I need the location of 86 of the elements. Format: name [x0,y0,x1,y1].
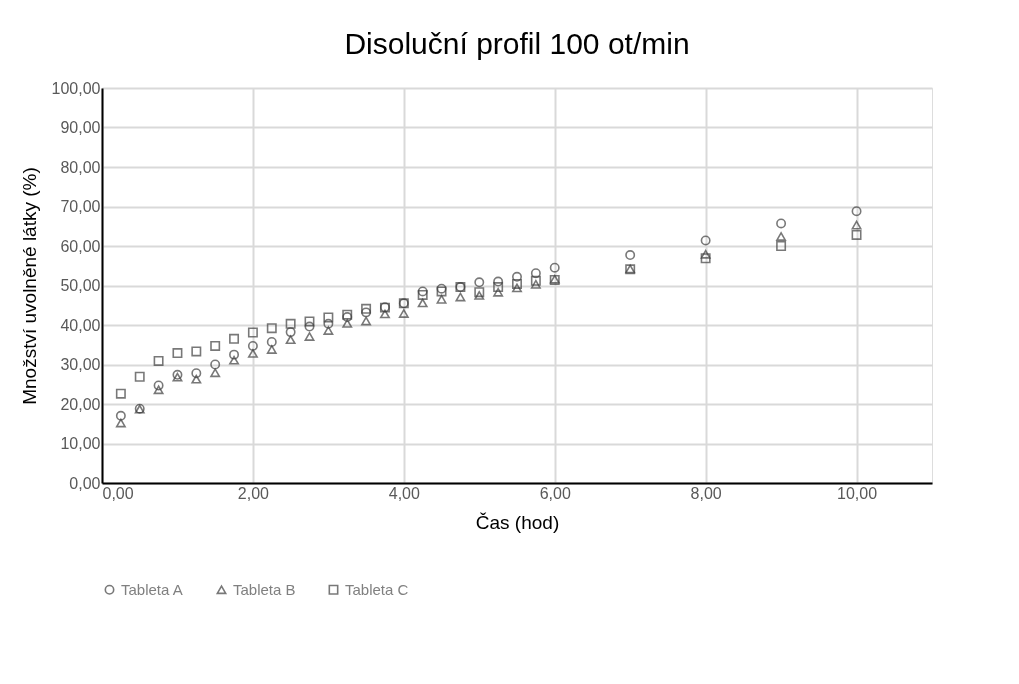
point [417,290,428,300]
point [304,332,315,341]
point [851,206,862,217]
y-tick-label: 20,00 [60,395,101,413]
point [191,368,202,379]
point [549,262,560,273]
x-tick-label: 8,00 [690,484,722,502]
point [512,283,522,293]
point [115,418,126,428]
x-tick-label: 2,00 [237,484,270,502]
point [304,321,315,332]
point [285,318,296,329]
point [493,287,504,297]
point [191,346,202,357]
point [323,326,334,335]
x-tick-label: 6,00 [539,484,571,502]
point [115,388,126,399]
y-tick-label: 70,00 [60,198,101,215]
point [191,374,202,384]
point [530,279,541,289]
point [512,278,522,289]
point [361,307,372,318]
point [266,323,277,334]
point [266,345,277,354]
point [700,235,711,246]
y-tick-label: 40,00 [60,316,101,334]
legend-label: Tableta C [345,580,409,598]
point [625,250,636,261]
point [172,348,183,359]
point [776,218,787,229]
legend-label: Tableta B [233,580,296,598]
point [229,355,240,365]
point [342,319,353,328]
point [115,410,126,421]
point [436,294,447,304]
point [530,268,541,279]
point [417,286,428,297]
x-tick-label: 4,00 [388,484,420,502]
point [851,229,862,240]
y-tick-label: 90,00 [60,119,101,136]
point [700,249,711,259]
point [493,282,504,293]
point [247,340,258,351]
point [134,371,145,382]
point [530,275,541,286]
y-tick-label: 50,00 [60,277,101,294]
y-tick-label: 10,00 [60,435,101,452]
point [247,349,258,358]
x-tick-label: 10,00 [837,484,878,502]
point [851,220,862,230]
chart-title: Disoluční profil 100 ot/min [344,27,690,60]
point [153,385,164,395]
point [379,309,390,319]
point [700,253,711,264]
point [153,355,164,366]
point [229,333,240,344]
point [493,276,504,287]
point [361,303,372,314]
point [210,359,221,370]
point [323,318,334,329]
point [776,232,787,241]
point [210,340,221,351]
y-tick-label: 80,00 [60,158,101,176]
x-axis-title: Čas (hod) [475,511,560,533]
point [153,380,164,391]
point [361,316,372,326]
point [304,316,315,327]
point [398,309,409,318]
point [474,277,485,288]
point [512,271,522,282]
legend-label: Tableta A [121,580,183,598]
point [323,312,334,323]
point [455,292,466,302]
y-tick-label: 100,00 [51,79,101,97]
point [417,298,428,308]
point [229,349,240,360]
point [247,327,258,338]
x-tick-label: 0,00 [102,484,134,502]
y-tick-label: 60,00 [60,237,101,255]
y-axis-title: Množství uvolněné látky (%) [18,167,40,405]
point [210,368,221,378]
point [285,327,296,338]
point [776,241,787,251]
point [266,337,277,347]
y-tick-label: 30,00 [60,356,101,373]
point [285,335,296,345]
